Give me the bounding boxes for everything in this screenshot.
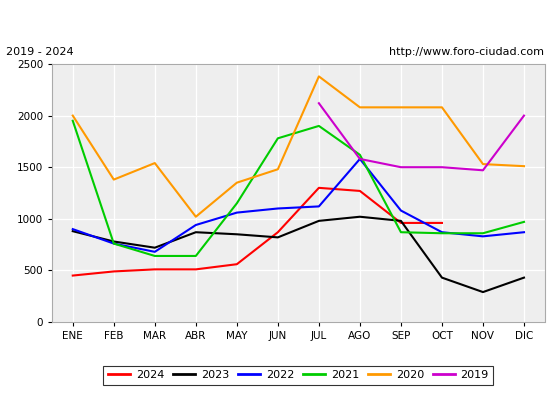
Text: http://www.foro-ciudad.com: http://www.foro-ciudad.com <box>389 47 544 57</box>
Text: 2019 - 2024: 2019 - 2024 <box>6 47 73 57</box>
Legend: 2024, 2023, 2022, 2021, 2020, 2019: 2024, 2023, 2022, 2021, 2020, 2019 <box>103 366 493 385</box>
Text: Evolucion Nº Turistas Nacionales en el municipio de Cadalso de los Vidrios: Evolucion Nº Turistas Nacionales en el m… <box>28 14 522 28</box>
